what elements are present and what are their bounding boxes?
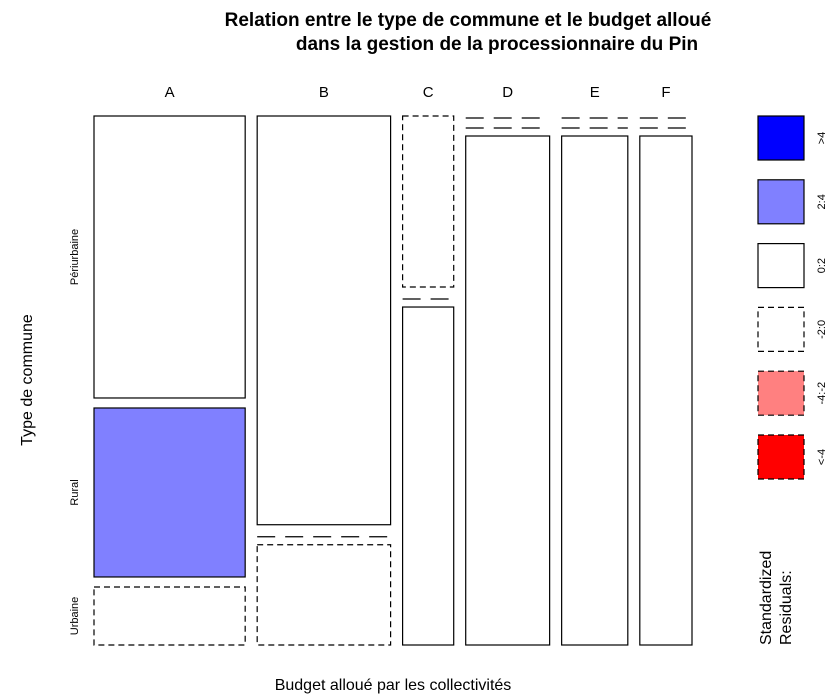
column-label: B [319,84,329,101]
column-label: A [165,84,175,101]
legend-label: -2:0 [816,320,828,339]
legend-label: >4 [816,132,828,145]
mosaic-cell [465,135,551,646]
mosaic-cell [561,135,629,646]
x-axis-label: Budget alloué par les collectivités [275,677,512,694]
mosaic-cell [639,135,693,646]
legend-swatch [757,243,805,289]
row-label: Rural [69,479,81,505]
row-label: Périurbaine [69,229,81,285]
column-label: C [423,84,434,101]
mosaic-cell [93,586,246,646]
legend-swatch [757,179,805,225]
column-label: E [590,84,600,101]
y-axis-label: Type de commune [19,314,36,446]
legend-swatch [757,306,805,352]
chart-title: Relation entre le type de commune et le … [225,10,712,31]
legend-swatch [757,434,805,480]
legend-swatch [757,115,805,161]
legend-label: 2:4 [816,194,828,209]
legend-title: Residuals: [778,570,795,645]
mosaic-cell [256,115,392,526]
mosaic-cell [256,544,392,646]
legend-label: <-4 [816,449,828,465]
legend-label: 0:2 [816,258,828,273]
legend-title: Standardized [758,551,775,645]
column-label: D [502,84,513,101]
row-label: Urbaine [69,597,81,636]
chart-title: dans la gestion de la processionnaire du… [296,34,698,55]
mosaic-cell [93,115,246,399]
mosaic-cell [402,306,455,646]
legend-swatch [757,370,805,416]
legend-label: -4:-2 [816,382,828,405]
column-label: F [661,84,670,101]
mosaic-cell [402,115,455,288]
mosaic-cell [93,407,246,578]
